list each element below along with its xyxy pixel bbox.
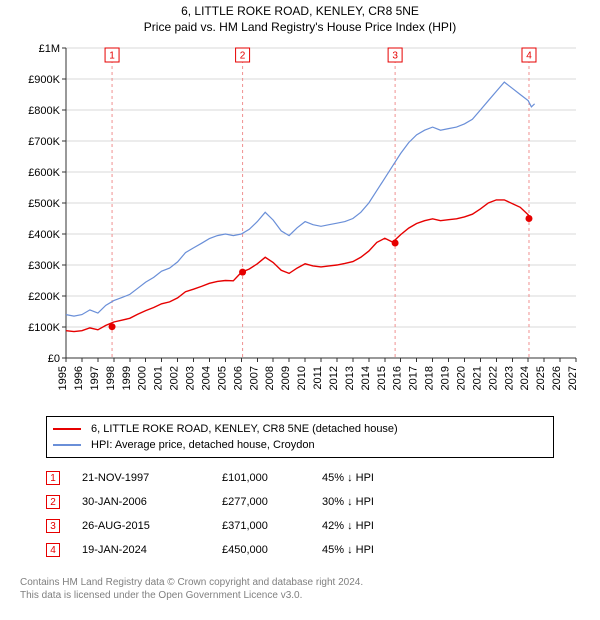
y-tick-label: £100K <box>28 322 60 334</box>
attribution-footer: Contains HM Land Registry data © Crown c… <box>20 576 600 602</box>
x-tick-label: 2025 <box>535 366 547 390</box>
root: 6, LITTLE ROKE ROAD, KENLEY, CR8 5NE Pri… <box>0 4 600 620</box>
sale-point-date: 21-NOV-1997 <box>82 472 222 484</box>
y-tick-label: £200K <box>28 291 60 303</box>
property-series-line <box>66 200 530 332</box>
y-tick-label: £1M <box>39 43 60 55</box>
x-tick-label: 1998 <box>105 366 117 390</box>
x-tick-label: 2006 <box>232 366 244 390</box>
sale-point-marker: 3 <box>46 519 60 533</box>
sale-point-date: 30-JAN-2006 <box>82 496 222 508</box>
x-tick-label: 2004 <box>200 366 212 390</box>
x-tick-label: 2002 <box>169 366 181 390</box>
x-tick-label: 2027 <box>567 366 579 390</box>
x-tick-label: 2018 <box>424 366 436 390</box>
x-tick-label: 2021 <box>471 366 483 390</box>
y-tick-label: £300K <box>28 260 60 272</box>
sale-point-marker: 2 <box>46 495 60 509</box>
legend-row: HPI: Average price, detached house, Croy… <box>53 437 547 453</box>
sale-marker-number: 4 <box>526 51 532 62</box>
x-tick-label: 2013 <box>344 366 356 390</box>
sale-point-row: 2 30-JAN-2006£277,00030% ↓ HPI <box>46 490 600 514</box>
chart-svg: 1 2 3 4 £0 £100K £200K £300K £400K £500K £600K £70… <box>20 40 580 410</box>
sale-point-row: 4 19-JAN-2024£450,00045% ↓ HPI <box>46 538 600 562</box>
footer-line-2: This data is licensed under the Open Gov… <box>20 589 600 602</box>
x-tick-label: 2016 <box>392 366 404 390</box>
y-tick-label: £700K <box>28 136 60 148</box>
y-tick-label: £0 <box>48 353 60 365</box>
x-tick-label: 2019 <box>440 366 452 390</box>
x-tick-label: 2023 <box>503 366 515 390</box>
hpi-series-line <box>66 82 535 316</box>
x-tick-label: 2020 <box>455 366 467 390</box>
sale-point-pct: 42% ↓ HPI <box>322 520 442 532</box>
y-tick-label: £500K <box>28 198 60 210</box>
x-tick-label: 2014 <box>360 366 372 390</box>
sale-marker-dot <box>239 269 246 276</box>
sale-marker-dot <box>392 239 399 246</box>
legend-label: 6, LITTLE ROKE ROAD, KENLEY, CR8 5NE (de… <box>91 423 398 435</box>
x-tick-label: 2009 <box>280 366 292 390</box>
x-tick-label: 2011 <box>312 366 324 390</box>
x-tick-label: 2000 <box>137 366 149 390</box>
x-tick-label: 1999 <box>121 366 133 390</box>
y-tick-label: £600K <box>28 167 60 179</box>
sale-marker-number: 2 <box>240 51 246 62</box>
x-tick-label: 2026 <box>551 366 563 390</box>
x-tick-label: 2012 <box>328 366 340 390</box>
x-tick-label: 2007 <box>248 366 260 390</box>
x-tick-label: 2024 <box>519 366 531 390</box>
sale-point-price: £277,000 <box>222 496 322 508</box>
sale-point-row: 1 21-NOV-1997£101,00045% ↓ HPI <box>46 466 600 490</box>
sale-marker-dot <box>525 215 532 222</box>
chart-title: 6, LITTLE ROKE ROAD, KENLEY, CR8 5NE <box>0 4 600 18</box>
x-tick-label: 2015 <box>376 366 388 390</box>
x-tick-label: 2022 <box>487 366 499 390</box>
x-tick-label: 2017 <box>408 366 420 390</box>
x-tick-label: 1996 <box>73 366 85 390</box>
x-tick-label: 2010 <box>296 366 308 390</box>
legend: 6, LITTLE ROKE ROAD, KENLEY, CR8 5NE (de… <box>46 416 554 458</box>
x-tick-label: 2005 <box>216 366 228 390</box>
sale-point-price: £450,000 <box>222 544 322 556</box>
sale-point-row: 3 26-AUG-2015£371,00042% ↓ HPI <box>46 514 600 538</box>
legend-swatch <box>53 444 81 446</box>
sale-marker-number: 1 <box>109 51 115 62</box>
y-tick-label: £900K <box>28 74 60 86</box>
footer-line-1: Contains HM Land Registry data © Crown c… <box>20 576 600 589</box>
chart-area: 1 2 3 4 £0 £100K £200K £300K £400K £500K £600K £70… <box>0 40 600 410</box>
sale-point-table: 121-NOV-1997£101,00045% ↓ HPI230-JAN-200… <box>46 466 600 562</box>
sale-marker-dot <box>109 323 116 330</box>
sale-point-pct: 45% ↓ HPI <box>322 472 442 484</box>
x-tick-label: 2003 <box>185 366 197 390</box>
sale-point-date: 19-JAN-2024 <box>82 544 222 556</box>
y-tick-label: £800K <box>28 105 60 117</box>
sale-point-price: £101,000 <box>222 472 322 484</box>
legend-row: 6, LITTLE ROKE ROAD, KENLEY, CR8 5NE (de… <box>53 421 547 437</box>
sale-point-price: £371,000 <box>222 520 322 532</box>
sale-point-marker: 4 <box>46 543 60 557</box>
x-tick-label: 1997 <box>89 366 101 390</box>
x-tick-label: 2001 <box>153 366 165 390</box>
chart-subtitle: Price paid vs. HM Land Registry's House … <box>0 20 600 34</box>
sale-point-pct: 30% ↓ HPI <box>322 496 442 508</box>
x-tick-label: 2008 <box>264 366 276 390</box>
sale-marker-number: 3 <box>392 51 398 62</box>
legend-swatch <box>53 428 81 430</box>
x-tick-label: 1995 <box>57 366 69 390</box>
sale-point-date: 26-AUG-2015 <box>82 520 222 532</box>
sale-point-pct: 45% ↓ HPI <box>322 544 442 556</box>
sale-point-marker: 1 <box>46 471 60 485</box>
legend-label: HPI: Average price, detached house, Croy… <box>91 439 315 451</box>
y-tick-label: £400K <box>28 229 60 241</box>
